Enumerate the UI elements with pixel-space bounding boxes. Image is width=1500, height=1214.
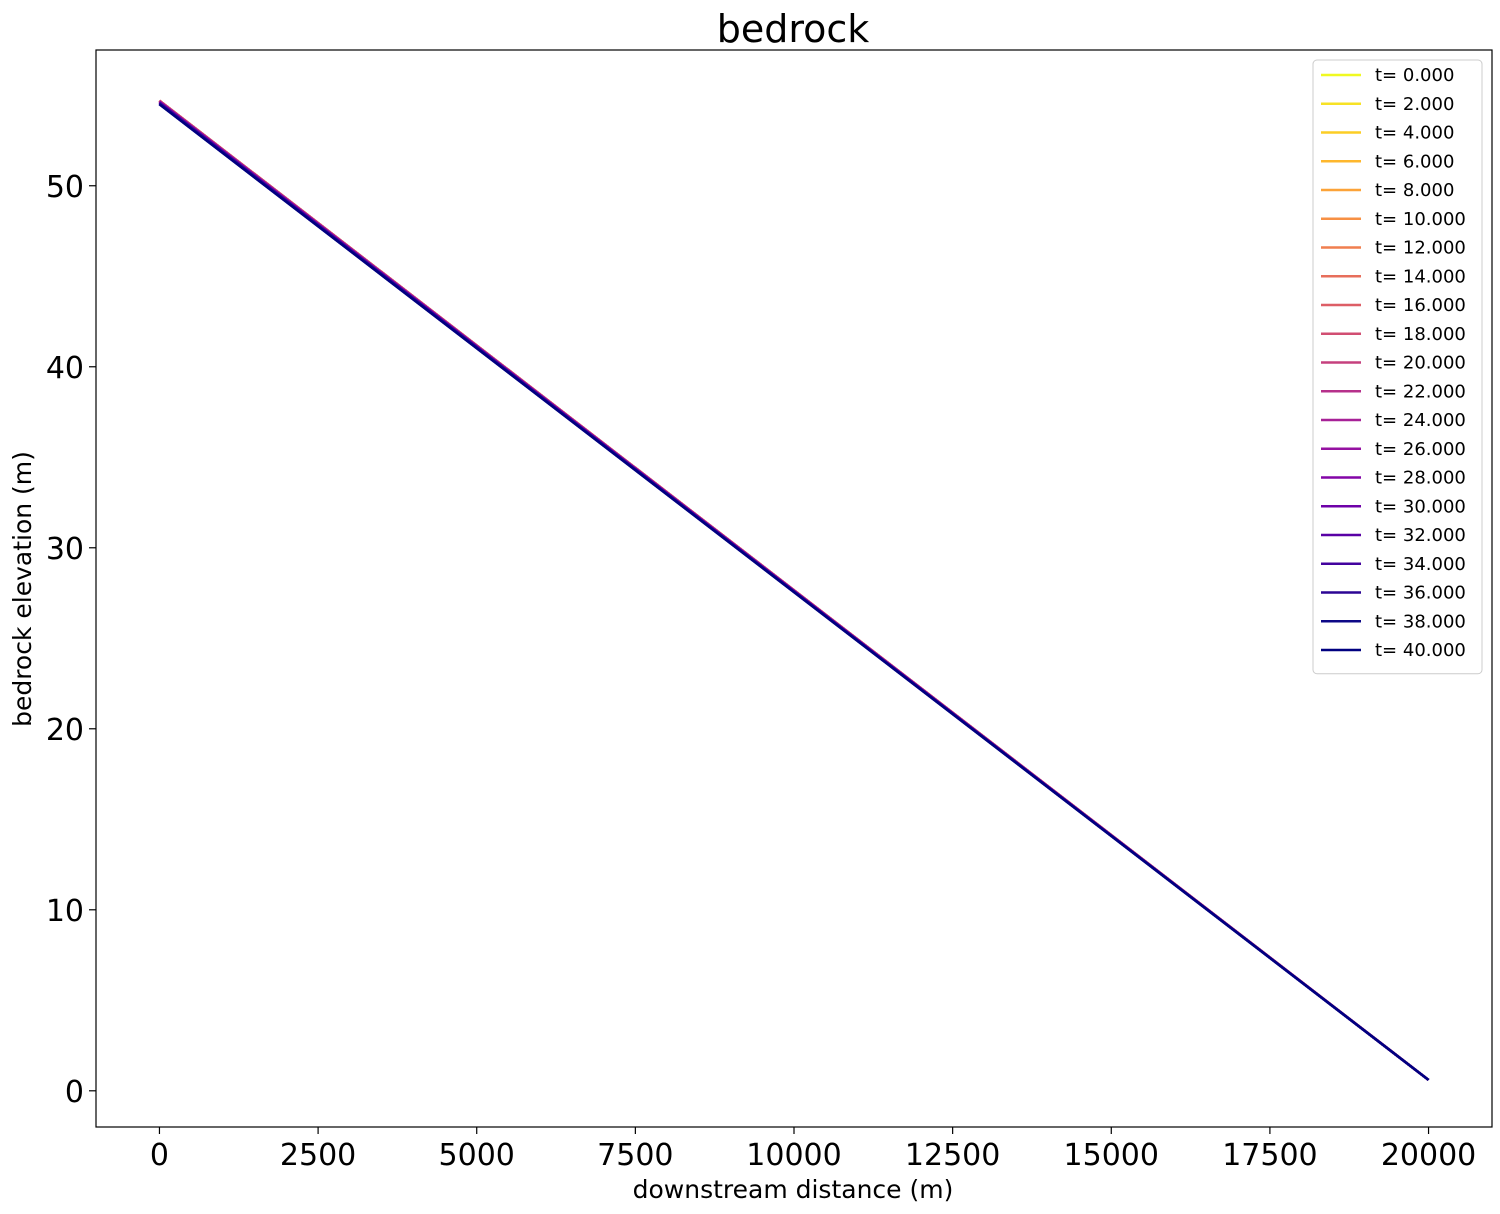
y-tick-label: 10: [46, 894, 84, 929]
legend-entry: t= 18.000: [1375, 324, 1466, 345]
legend-entry: t= 32.000: [1375, 525, 1466, 546]
legend-entry: t= 28.000: [1375, 468, 1466, 489]
legend-entry: t= 12.000: [1375, 238, 1466, 259]
x-axis-label: downstream distance (m): [633, 1175, 954, 1204]
legend-entry: t= 4.000: [1375, 123, 1454, 144]
y-tick-label: 40: [46, 351, 84, 386]
legend-entry: t= 34.000: [1375, 554, 1466, 575]
legend-entry: t= 2.000: [1375, 94, 1454, 115]
chart-title: bedrock: [717, 7, 870, 51]
legend-entry: t= 40.000: [1375, 640, 1466, 661]
legend-entry: t= 8.000: [1375, 180, 1454, 201]
y-tick-label: 50: [46, 170, 84, 205]
legend-entry: t= 30.000: [1375, 496, 1466, 517]
legend-entry: t= 10.000: [1375, 209, 1466, 230]
legend-box: [1312, 59, 1483, 675]
legend: t= 0.000 t= 2.000 t= 4.000 t= 6.000 t= 8.000…: [1312, 59, 1483, 675]
x-tick-label: 5000: [439, 1138, 515, 1173]
legend-entry: t= 14.000: [1375, 266, 1466, 287]
legend-entry: t= 0.000: [1375, 65, 1454, 86]
series-line: [158, 103, 1430, 1081]
legend-entry: t= 26.000: [1375, 439, 1466, 460]
legend-entry: t= 20.000: [1375, 353, 1466, 374]
y-tick-label: 30: [46, 532, 84, 567]
y-tick-label: 0: [65, 1075, 84, 1110]
x-tick-label: 0: [150, 1138, 169, 1173]
y-axis-label: bedrock elevation (m): [8, 451, 37, 727]
series-layer: [158, 99, 1430, 1081]
legend-entry: t= 36.000: [1375, 583, 1466, 604]
x-axis: 0 2500 5000 7500 10000 12500 15000 17500 20000: [150, 1127, 1476, 1173]
legend-entry: t= 24.000: [1375, 410, 1466, 431]
y-axis: 0 10 20 30 40 50: [46, 170, 96, 1110]
x-tick-label: 17500: [1222, 1138, 1317, 1173]
x-tick-label: 7500: [597, 1138, 673, 1173]
x-tick-label: 2500: [280, 1138, 356, 1173]
x-tick-label: 12500: [905, 1138, 1000, 1173]
plot-frame: [95, 49, 1493, 1128]
x-tick-label: 20000: [1381, 1138, 1476, 1173]
legend-entry: t= 22.000: [1375, 381, 1466, 402]
y-tick-label: 20: [46, 713, 84, 748]
legend-entry: t= 38.000: [1375, 611, 1466, 632]
legend-entry: t= 16.000: [1375, 295, 1466, 316]
x-tick-label: 10000: [746, 1138, 841, 1173]
legend-entry: t= 6.000: [1375, 151, 1454, 172]
x-tick-label: 15000: [1064, 1138, 1159, 1173]
